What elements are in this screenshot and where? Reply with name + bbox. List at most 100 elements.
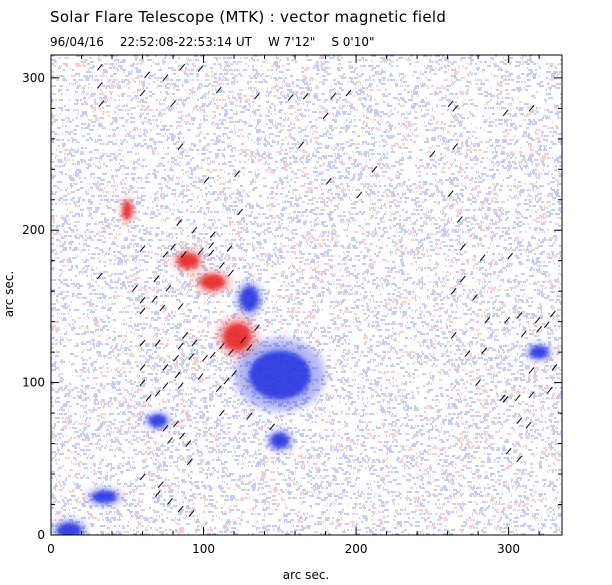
field-vector (98, 100, 105, 108)
field-vector (356, 191, 363, 199)
field-vector (505, 447, 512, 455)
field-vector (186, 458, 193, 466)
field-vector (246, 412, 253, 420)
field-vector (139, 307, 146, 315)
negative-noise (51, 55, 562, 535)
field-vector (177, 303, 184, 310)
field-vector (472, 293, 478, 301)
field-vector (145, 394, 152, 402)
field-vector (551, 364, 558, 371)
field-vector (429, 150, 436, 158)
field-vector (139, 339, 146, 347)
field-vector (502, 396, 509, 403)
x-tick-label: 200 (345, 542, 368, 556)
field-vector (302, 92, 309, 100)
negative-polarity-spot (234, 338, 326, 412)
field-vector (139, 379, 146, 386)
negative-blob-lower (144, 411, 172, 430)
field-vector (475, 379, 481, 386)
field-vector (534, 316, 541, 324)
field-vector (481, 347, 488, 354)
field-vector (231, 370, 237, 377)
field-vector (330, 92, 337, 100)
y-axis-label: arc sec. (2, 271, 16, 317)
field-vector (345, 89, 352, 97)
field-vector (447, 190, 454, 197)
positive-elongated-1 (172, 249, 205, 273)
plot-frame (50, 54, 563, 536)
x-tick-label: 300 (497, 542, 520, 556)
field-vector (173, 354, 179, 362)
negative-small-spot (266, 429, 294, 452)
field-vector (543, 321, 550, 329)
field-vector (452, 143, 459, 150)
field-vector (139, 297, 146, 304)
field-vector (322, 112, 329, 120)
field-vector (177, 143, 184, 150)
field-vector (188, 510, 195, 517)
field-vector (139, 89, 146, 97)
field-vector (96, 63, 103, 71)
field-vector (484, 316, 491, 324)
magnetogram-noise (51, 55, 562, 535)
field-vector (170, 243, 176, 251)
chart-title: Solar Flare Telescope (MTK) : vector mag… (50, 8, 447, 26)
field-vector (516, 455, 523, 463)
field-vector (525, 421, 532, 429)
observation-time-range: 22:52:08-22:53:14 UT (119, 35, 252, 49)
observation-info: 96/04/16 22:52:08-22:53:14 UT W 7'12" S 0'1… (50, 35, 391, 49)
field-vector (325, 178, 332, 185)
field-vector (162, 364, 169, 371)
field-vector (209, 351, 216, 359)
field-vector (218, 261, 225, 269)
y-axis: 0 100 200 300 (22, 71, 562, 542)
field-vector (173, 420, 179, 428)
field-vector (528, 367, 535, 374)
field-vector (167, 498, 173, 505)
positive-small-left (120, 196, 135, 225)
field-vector (167, 437, 173, 444)
field-vector (176, 219, 183, 226)
negative-blob-mid (235, 280, 264, 318)
field-vector (162, 74, 169, 82)
field-vector (218, 409, 225, 417)
field-vector (162, 251, 169, 258)
field-vector (499, 394, 506, 402)
field-vector (502, 109, 509, 117)
field-vector (139, 245, 146, 252)
field-vector (254, 92, 260, 100)
field-vector (96, 272, 103, 280)
field-vector (162, 425, 169, 432)
field-vector (371, 165, 378, 173)
field-vector (450, 332, 457, 339)
field-vector (153, 275, 160, 283)
field-vector (144, 71, 150, 79)
field-vector (456, 216, 463, 223)
field-vector (179, 432, 186, 440)
field-vector (132, 284, 138, 292)
field-vector (177, 505, 184, 513)
field-vector (287, 94, 294, 101)
field-vector (191, 226, 198, 234)
field-vector (254, 324, 260, 332)
field-vector (170, 100, 176, 108)
field-vector (174, 371, 181, 379)
field-vector (464, 350, 471, 357)
magnetic-features (51, 196, 553, 535)
field-vector (226, 245, 233, 252)
observation-longitude: W 7'12" (267, 35, 316, 49)
field-vector (165, 284, 172, 292)
field-vector (202, 354, 208, 362)
negative-blob-corner (51, 519, 88, 535)
observation-latitude: S 0'10" (331, 35, 375, 49)
field-vector (203, 176, 210, 184)
y-tick-label: 0 (37, 528, 45, 542)
field-vector (197, 65, 204, 73)
negative-blob-right (525, 343, 553, 362)
field-vector (209, 231, 216, 239)
y-tick-label: 100 (22, 376, 45, 390)
field-vector (154, 389, 161, 397)
field-vector (447, 100, 454, 108)
field-vector (177, 342, 184, 350)
